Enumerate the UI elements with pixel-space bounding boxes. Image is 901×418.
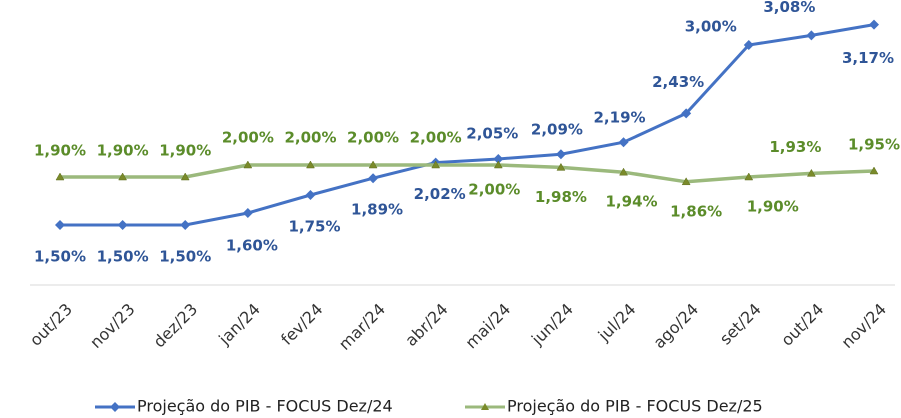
data-label: 2,19% xyxy=(594,109,646,127)
point xyxy=(180,220,191,230)
data-label: 3,17% xyxy=(842,49,894,67)
data-label: 1,89% xyxy=(351,201,403,219)
point xyxy=(743,40,754,50)
data-label: 1,90% xyxy=(159,142,211,160)
point xyxy=(493,154,504,164)
point xyxy=(242,208,253,218)
x-tick-label: abr/24 xyxy=(401,300,451,350)
data-label: 3,08% xyxy=(763,0,815,16)
legend-label: Projeção do PIB - FOCUS Dez/25 xyxy=(507,397,763,416)
point xyxy=(681,108,692,119)
x-tick-label: nov/23 xyxy=(86,300,138,352)
point xyxy=(431,160,441,169)
data-label: 3,00% xyxy=(685,18,737,36)
x-tick-label: mai/24 xyxy=(462,300,515,353)
point xyxy=(556,162,566,171)
point xyxy=(117,220,128,230)
legend-item: Projeção do PIB - FOCUS Dez/25 xyxy=(465,397,763,416)
x-tick-label: jul/24 xyxy=(594,300,640,346)
x-tick-label: out/24 xyxy=(777,300,827,350)
data-label: 2,00% xyxy=(468,181,520,199)
data-label: 1,94% xyxy=(606,193,658,211)
point xyxy=(55,220,65,230)
data-label: 2,02% xyxy=(414,185,466,203)
point xyxy=(368,160,378,169)
x-tick-label: jun/24 xyxy=(527,300,577,350)
point xyxy=(869,166,879,175)
point xyxy=(180,172,190,181)
legend-item: Projeção do PIB - FOCUS Dez/24 xyxy=(95,397,393,416)
point xyxy=(368,173,379,184)
data-label: 2,00% xyxy=(410,129,462,147)
x-tick-label: nov/24 xyxy=(838,300,890,352)
point xyxy=(493,160,503,169)
data-label: 1,86% xyxy=(670,202,722,220)
point xyxy=(869,19,879,30)
point xyxy=(243,160,253,169)
point xyxy=(55,172,65,181)
data-label: 1,90% xyxy=(34,142,86,160)
x-tick-label: dez/23 xyxy=(150,300,202,352)
data-label: 2,09% xyxy=(531,121,583,139)
legend-label: Projeção do PIB - FOCUS Dez/24 xyxy=(137,397,393,416)
x-tick-label: jan/24 xyxy=(214,300,264,350)
series: 1,90% 1,90% 1,90% 2,00% 2,00% 2,00% 2,00% 2,00%… xyxy=(34,129,900,221)
data-label: 2,05% xyxy=(466,125,518,143)
data-label: 2,43% xyxy=(652,73,704,91)
data-label: 1,60% xyxy=(226,237,278,255)
data-label: 1,50% xyxy=(34,248,86,266)
data-label: 1,93% xyxy=(769,138,821,156)
data-label: 1,98% xyxy=(535,188,587,206)
data-label: 1,90% xyxy=(97,142,149,160)
point xyxy=(806,168,816,177)
x-tick-label: set/24 xyxy=(716,300,765,349)
point xyxy=(806,30,817,41)
x-tick-label: out/23 xyxy=(26,300,76,350)
data-label: 1,75% xyxy=(288,218,340,236)
data-label: 1,50% xyxy=(159,248,211,266)
legend-marker xyxy=(481,403,489,410)
data-label: 2,00% xyxy=(222,129,274,147)
point xyxy=(118,172,128,181)
point xyxy=(555,149,566,160)
series-line xyxy=(60,163,875,184)
point xyxy=(744,172,754,181)
data-label: 2,00% xyxy=(284,129,336,147)
series-line xyxy=(60,23,875,227)
series: 1,50% 1,50% 1,50% 1,60% 1,75% 1,89% 2,02% 2,05%… xyxy=(34,0,894,266)
x-tick-label: ago/24 xyxy=(649,300,702,353)
legend-marker xyxy=(110,402,120,412)
data-label: 1,50% xyxy=(97,248,149,266)
point xyxy=(306,160,315,169)
x-tick-label: fev/24 xyxy=(277,300,326,349)
data-label: 1,95% xyxy=(848,136,900,154)
data-label: 2,00% xyxy=(347,129,399,147)
point xyxy=(305,190,316,200)
point xyxy=(619,167,628,176)
data-label: 1,90% xyxy=(747,198,799,216)
x-tick-label: mar/24 xyxy=(335,300,389,354)
point xyxy=(681,177,691,186)
point xyxy=(618,137,629,148)
